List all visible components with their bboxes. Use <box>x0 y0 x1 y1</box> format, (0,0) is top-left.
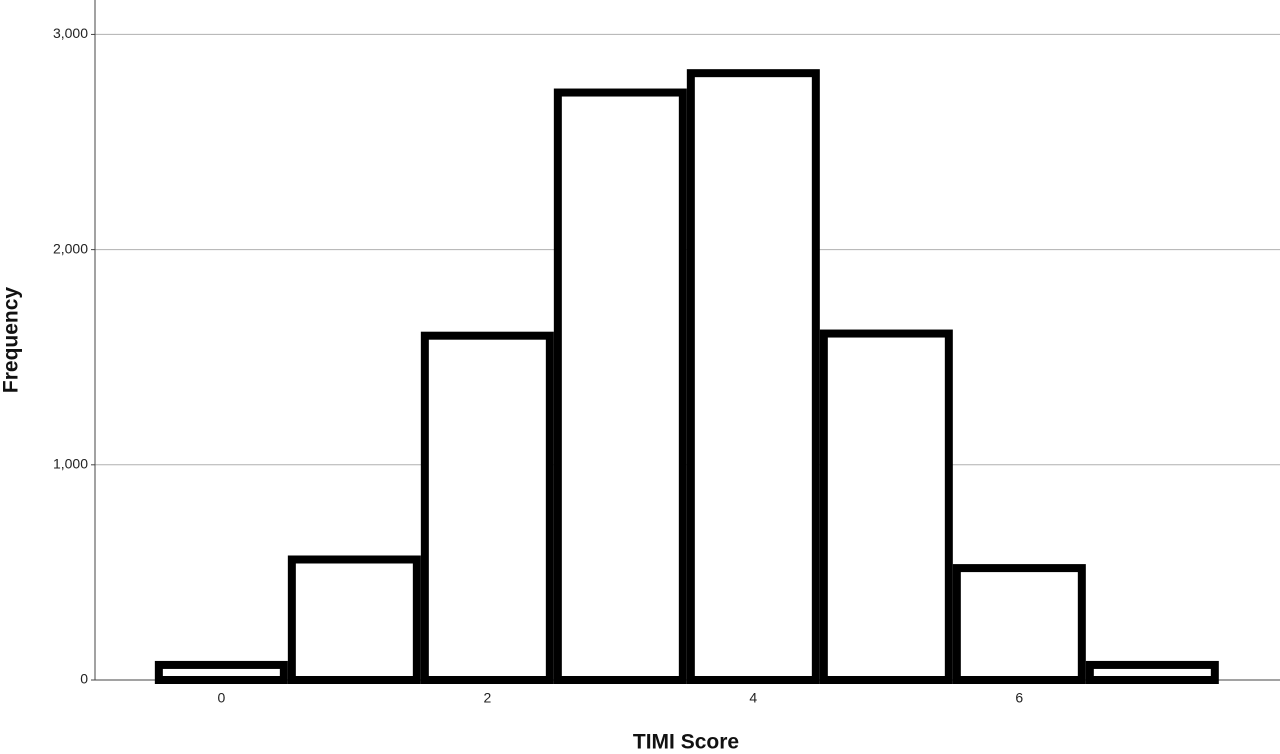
bar <box>553 88 687 685</box>
y-tick-label: 2,000 <box>53 240 88 256</box>
y-tick-label: 3,000 <box>53 25 88 41</box>
bar <box>1085 660 1219 684</box>
bar <box>420 331 554 684</box>
bar <box>154 660 288 684</box>
y-tick-label: 0 <box>80 671 88 687</box>
x-tick-label: 2 <box>483 690 491 706</box>
bar <box>287 555 421 684</box>
x-tick-label: 6 <box>1015 690 1023 706</box>
y-tick-label: 1,000 <box>53 456 88 472</box>
x-tick-label: 0 <box>217 690 225 706</box>
x-tick-label: 4 <box>749 690 757 706</box>
bar <box>819 329 953 684</box>
y-axis-title: Frequency <box>0 287 23 394</box>
bar <box>952 564 1086 684</box>
x-axis-title: TIMI Score <box>633 731 739 754</box>
bar <box>686 69 820 685</box>
